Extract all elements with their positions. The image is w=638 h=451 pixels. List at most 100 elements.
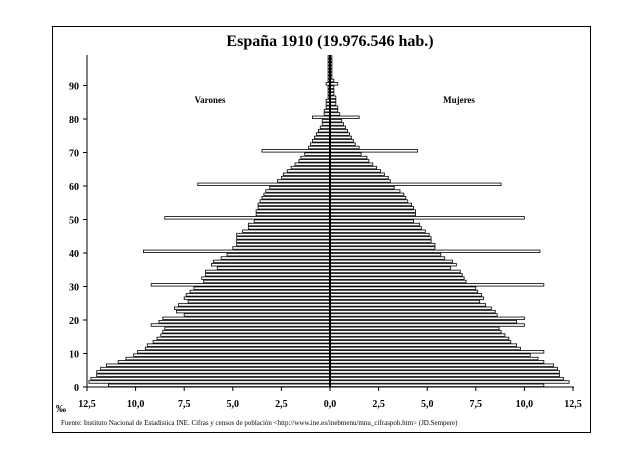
bar-mujeres-age-43	[329, 239, 432, 243]
bar-mujeres-age-39	[329, 252, 442, 257]
bar-varones-age-29	[193, 286, 331, 290]
y-tick-label-80: 80	[69, 115, 79, 126]
bar-mujeres-age-19	[329, 319, 518, 324]
bar-mujeres-age-56	[329, 196, 407, 200]
bar-mujeres-age-60	[329, 182, 502, 187]
bar-mujeres-age-66	[329, 162, 374, 166]
x-tick-label-4: 2,5	[275, 399, 288, 410]
bar-varones-age-77	[319, 125, 331, 130]
bar-mujeres-age-71	[329, 145, 360, 150]
bar-varones-age-5	[100, 366, 331, 371]
bar-varones-age-49	[253, 219, 331, 223]
y-tick-label-20: 20	[69, 316, 79, 327]
x-tick-label-1: 10,0	[127, 399, 145, 410]
bar-mujeres-age-61	[329, 179, 391, 183]
bar-mujeres-age-5	[329, 366, 558, 371]
bar-mujeres-age-65	[329, 165, 378, 170]
bar-varones-age-79	[321, 119, 331, 123]
mujeres-label: Mujeres	[443, 95, 475, 105]
bar-varones-age-25	[187, 299, 331, 304]
bar-mujeres-age-13	[329, 340, 512, 344]
bar-varones-age-71	[308, 145, 331, 150]
bar-mujeres-age-68	[329, 155, 368, 160]
bar-mujeres-age-15	[329, 333, 506, 337]
y-tick-label-10: 10	[69, 350, 79, 361]
x-tick-label-3: 5,0	[227, 399, 240, 410]
bar-varones-age-73	[312, 139, 331, 143]
x-tick-label-8: 7,5	[470, 399, 483, 410]
bar-mujeres-age-38	[329, 256, 446, 260]
bar-mujeres-age-36	[329, 263, 457, 267]
bar-mujeres-age-3	[329, 373, 560, 377]
bar-mujeres-age-29	[329, 286, 477, 290]
population-pyramid: 0 10 20 30 40 50 60 70 80 90 12,5 10,0 7,5 5,0 2,5 0,0…	[56, 33, 582, 427]
chart-title: España 1910 (19.976.546 hab.)	[226, 33, 433, 50]
bar-varones-age-72	[310, 142, 331, 146]
bar-mujeres-age-1	[329, 380, 570, 384]
y-tick-label-0: 0	[74, 383, 79, 394]
bar-mujeres-age-20	[329, 316, 525, 320]
bar-mujeres-age-59	[329, 185, 395, 190]
bar-mujeres-age-50	[329, 216, 525, 220]
bar-varones-age-38	[220, 256, 331, 260]
bar-varones-age-52	[255, 209, 331, 213]
bar-varones-age-67	[298, 159, 331, 163]
bar-mujeres-age-32	[329, 276, 465, 280]
bar-mujeres-age-74	[329, 135, 352, 140]
bar-varones-age-47	[247, 226, 331, 230]
bar-mujeres-age-42	[329, 242, 436, 247]
bar-varones-age-14	[156, 336, 331, 341]
bar-mujeres-age-10	[329, 350, 545, 354]
x-tick-label-6: 2,5	[372, 399, 385, 410]
bar-mujeres-age-49	[329, 219, 414, 223]
bar-mujeres-age-73	[329, 139, 354, 143]
bar-varones-age-31	[203, 279, 331, 284]
varones-label: Varones	[194, 95, 226, 105]
bar-varones-age-56	[261, 196, 331, 200]
bar-mujeres-age-53	[329, 206, 414, 210]
bar-mujeres-age-52	[329, 209, 416, 213]
y-tick-label-40: 40	[69, 249, 79, 260]
bar-varones-age-22	[176, 309, 331, 314]
bar-varones-age-20	[162, 316, 331, 320]
bar-varones-age-18	[150, 323, 331, 327]
bar-mujeres-age-55	[329, 199, 409, 203]
bar-mujeres-age-48	[329, 222, 420, 227]
bar-varones-age-63	[282, 172, 331, 176]
bar-mujeres-age-57	[329, 192, 405, 197]
bar-varones-age-12	[146, 343, 331, 347]
bar-mujeres-age-8	[329, 356, 539, 361]
bar-mujeres-age-72	[329, 142, 356, 146]
bar-varones-age-61	[277, 179, 331, 183]
bar-mujeres-age-81	[329, 112, 341, 116]
bar-mujeres-age-34	[329, 269, 461, 274]
bar-varones-age-62	[280, 175, 331, 180]
y-tick-label-90: 90	[69, 82, 79, 93]
bar-mujeres-age-80	[329, 115, 360, 120]
bar-varones-age-17	[164, 326, 331, 331]
bar-mujeres-age-14	[329, 336, 510, 341]
bar-mujeres-age-78	[329, 122, 345, 126]
bar-mujeres-age-18	[329, 323, 525, 327]
bar-varones-age-59	[269, 185, 331, 190]
bar-varones-age-44	[236, 236, 331, 240]
bar-mujeres-age-58	[329, 189, 401, 193]
bar-varones-age-39	[226, 252, 331, 257]
bar-varones-age-26	[183, 296, 331, 300]
bar-mujeres-age-22	[329, 309, 496, 314]
bar-varones-age-27	[185, 293, 331, 297]
bar-varones-age-74	[314, 135, 331, 140]
bar-mujeres-age-11	[329, 346, 521, 351]
bar-varones-age-57	[263, 192, 331, 197]
bar-mujeres-age-21	[329, 313, 498, 317]
varones-bars	[88, 55, 331, 387]
bar-varones-age-69	[304, 152, 331, 156]
bar-mujeres-age-44	[329, 236, 432, 240]
bar-varones-age-68	[300, 155, 331, 160]
bar-varones-age-16	[162, 330, 331, 334]
bar-mujeres-age-6	[329, 363, 554, 367]
bar-mujeres-age-90	[329, 82, 339, 86]
x-tick-label-7: 5,0	[421, 399, 434, 410]
bar-varones-age-51	[255, 212, 331, 217]
x-tick-label-0: 12,5	[78, 399, 96, 410]
